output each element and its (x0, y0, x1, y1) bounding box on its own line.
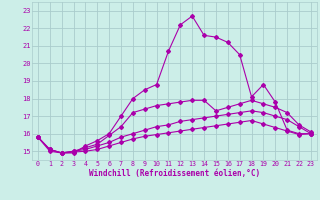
X-axis label: Windchill (Refroidissement éolien,°C): Windchill (Refroidissement éolien,°C) (89, 169, 260, 178)
